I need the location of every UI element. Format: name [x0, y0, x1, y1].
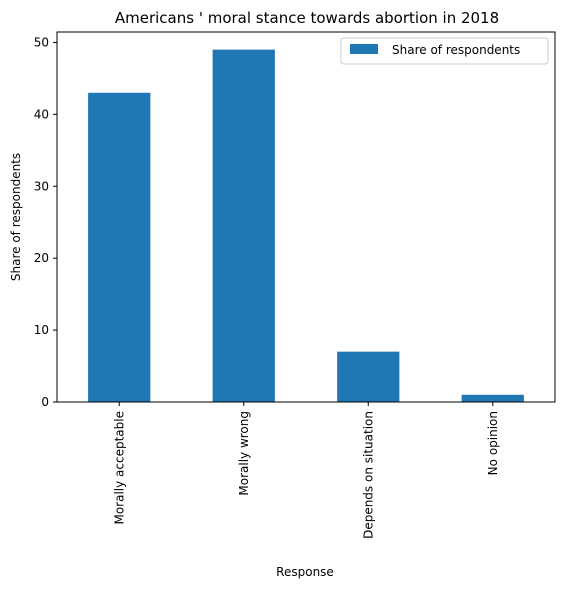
legend-swatch: [350, 44, 378, 54]
y-axis-label: Share of respondents: [9, 153, 23, 281]
plot-frame: [56, 31, 556, 403]
bar-2: [337, 351, 400, 402]
legend-label: Share of respondents: [392, 43, 520, 57]
y-tick-label-5: 50: [34, 35, 49, 49]
bar-3: [461, 394, 524, 402]
bars-group: [88, 49, 524, 403]
y-tick-label-2: 20: [34, 251, 49, 265]
y-axis: 0 10 20 30 40 50: [34, 35, 57, 409]
y-tick-label-0: 0: [41, 395, 49, 409]
x-tick-label-3: No opinion: [486, 411, 500, 475]
bar-0: [88, 92, 151, 403]
x-tick-label-1: Morally wrong: [237, 411, 251, 496]
x-tick-label-2: Depends on situation: [361, 411, 375, 539]
legend: Share of respondents: [340, 37, 549, 65]
legend-box: [340, 37, 549, 65]
bar-1: [212, 49, 275, 402]
x-tick-label-0: Morally acceptable: [112, 411, 126, 525]
y-tick-label-3: 30: [34, 179, 49, 193]
x-axis: Morally acceptable Morally wrong Depends o…: [112, 402, 500, 539]
y-tick-label-1: 10: [34, 323, 49, 337]
x-axis-label: Response: [276, 565, 334, 579]
y-tick-label-4: 40: [34, 107, 49, 121]
chart-title: Americans ' moral stance towards abortio…: [115, 9, 499, 27]
